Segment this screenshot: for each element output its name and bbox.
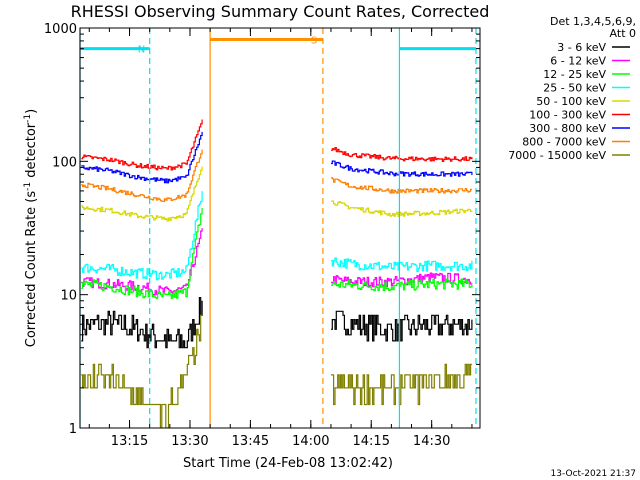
series-line xyxy=(81,131,203,184)
y-axis-label-sup1: -1 xyxy=(23,182,33,191)
legend-header: Att 0 xyxy=(610,27,636,40)
y-axis-label-sup2: -1 xyxy=(23,114,33,123)
plot-frame xyxy=(79,27,481,429)
chart-title: RHESSI Observing Summary Count Rates, Co… xyxy=(71,2,490,21)
series-12-25-kev xyxy=(81,208,473,299)
legend-entry-label: 7000 - 15000 keV xyxy=(508,149,606,162)
legend-entry-label: 50 - 100 keV xyxy=(536,95,606,108)
y-axis-label-end: ) xyxy=(24,109,39,114)
x-tick-label: 13:45 xyxy=(232,434,269,449)
legend-entry-label: 800 - 7000 keV xyxy=(522,136,606,149)
series-line xyxy=(81,166,203,222)
series-line xyxy=(331,147,473,162)
series-line xyxy=(331,257,473,273)
legend-entry-label: 6 - 12 keV xyxy=(550,55,606,68)
flag-label-n: N xyxy=(138,45,145,56)
legend-entry-label: 300 - 800 keV xyxy=(529,122,606,135)
series-3-6-kev xyxy=(81,297,473,349)
y-axis-label-main: Corrected Count Rate (s xyxy=(24,191,39,348)
y-axis-label-mid: detector xyxy=(24,122,39,182)
series-7000-15000-kev xyxy=(81,314,472,428)
legend-header: Det 1,3,4,5,6,9, xyxy=(550,15,636,28)
x-tick-label: 14:15 xyxy=(353,434,390,449)
x-axis-label: Start Time (24-Feb-08 13:02:42) xyxy=(183,456,393,471)
legend-entry-label: 25 - 50 keV xyxy=(543,82,606,95)
series-line xyxy=(331,160,473,177)
legend-entry-label: 100 - 300 keV xyxy=(529,109,606,122)
timestamp: 13-Oct-2021 21:37 xyxy=(551,469,636,479)
series-line xyxy=(81,314,203,428)
legend-entry-label: 3 - 6 keV xyxy=(557,41,606,54)
x-tick-label: 14:00 xyxy=(292,434,329,449)
y-tick-label: 1 xyxy=(69,422,77,437)
series-line xyxy=(331,278,473,292)
series-100-300-kev xyxy=(81,119,473,171)
y-tick-label: 1000 xyxy=(44,22,77,37)
series-300-800-kev xyxy=(81,131,473,184)
series-line xyxy=(331,310,473,342)
series-line xyxy=(81,297,203,349)
legend-entry-label: 12 - 25 keV xyxy=(543,68,606,81)
y-tick-label: 100 xyxy=(52,155,77,170)
series-800-7000-kev xyxy=(81,149,472,202)
series-50-100-kev xyxy=(81,166,473,222)
series-line xyxy=(81,149,203,202)
x-tick-label: 14:30 xyxy=(413,434,450,449)
y-axis-label: Corrected Count Rate (s-1 detector-1) xyxy=(23,109,39,347)
series-line xyxy=(81,191,203,281)
x-tick-label: 13:30 xyxy=(171,434,208,449)
series-line xyxy=(81,208,203,299)
series-line xyxy=(331,177,472,194)
y-tick-label: 10 xyxy=(60,289,77,304)
series-25-50-kev xyxy=(81,191,473,281)
x-tick-label: 13:15 xyxy=(111,434,148,449)
series-line xyxy=(331,363,472,406)
series-line xyxy=(331,200,473,217)
flag-label-s: S xyxy=(311,35,317,46)
series-line xyxy=(81,119,203,171)
